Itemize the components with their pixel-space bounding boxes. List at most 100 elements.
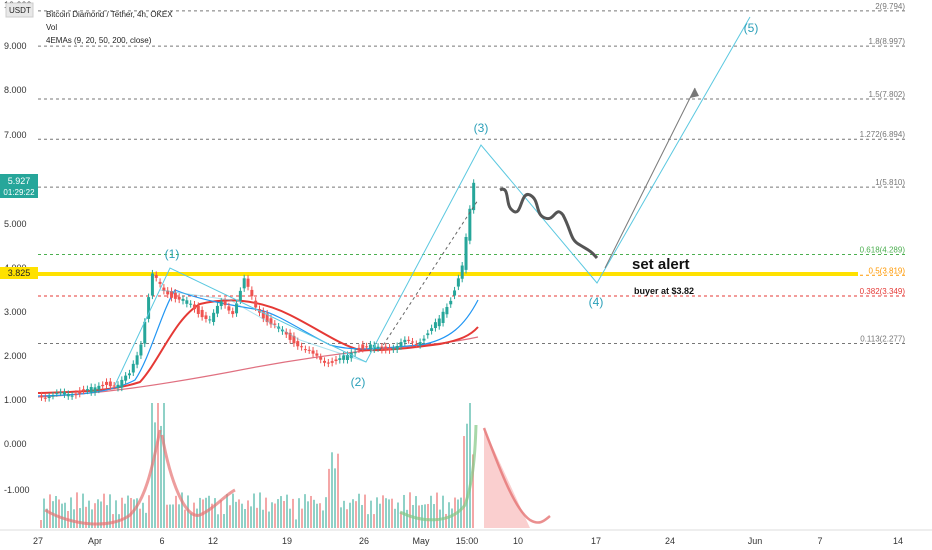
candle-body: [204, 315, 208, 319]
volume-bar: [154, 422, 156, 528]
candle-body: [116, 384, 120, 388]
volume-bar: [247, 500, 249, 528]
volume-bar: [100, 501, 102, 528]
volume-bar: [124, 503, 126, 528]
volume-bar: [466, 423, 468, 528]
x-tick-label: 7: [817, 536, 822, 546]
candle-body: [345, 354, 349, 361]
volume-bar: [40, 520, 42, 528]
x-tick-label: 10: [513, 536, 523, 546]
volume-bar: [451, 508, 453, 528]
candle-body: [223, 300, 227, 306]
candle-body: [85, 389, 89, 391]
volume-bar: [163, 403, 165, 528]
time-axis: 27 Apr 6 12 19 26 May 15:00 10 17 24 Jun 7 14: [0, 529, 932, 546]
candle-body: [131, 363, 135, 373]
candle-body: [472, 182, 476, 211]
candle-body: [365, 346, 369, 348]
volume-bar: [127, 495, 129, 528]
volume-bar: [220, 500, 222, 528]
volume-bar: [421, 504, 423, 528]
candle-body: [219, 301, 223, 306]
volume-bar: [418, 505, 420, 528]
volume-bar: [148, 495, 150, 528]
currency-label: USDT: [9, 6, 31, 15]
fib-label-0: 2(9.794): [875, 2, 905, 11]
volume-bar: [256, 507, 258, 528]
volume-bar: [370, 500, 372, 528]
candle-body: [120, 379, 124, 388]
x-tick-label: Apr: [88, 536, 102, 546]
ema-indicator-label[interactable]: 4EMAs (9, 20, 50, 200, close): [46, 36, 152, 45]
fib-label-1: 1.8(8.997): [869, 37, 906, 46]
candle-body: [303, 349, 307, 351]
volume-bar: [361, 504, 363, 528]
candle-body: [261, 311, 265, 319]
volume-bar: [70, 497, 72, 528]
volume-bar: [289, 508, 291, 528]
level-price: 3.825: [8, 268, 31, 278]
volume-bar: [43, 498, 45, 528]
volume-bar: [55, 496, 57, 528]
candle-body: [380, 346, 384, 350]
volume-bar: [226, 494, 228, 528]
volume-bar: [268, 511, 270, 528]
candle-body: [265, 313, 269, 323]
volume-bar: [337, 453, 339, 528]
candle-body: [307, 349, 311, 351]
candle-body: [437, 318, 441, 327]
volume-curve-left: [44, 429, 162, 526]
candle-body: [368, 344, 372, 349]
bar-countdown: 01:29:22: [3, 188, 35, 197]
candle-body: [59, 392, 63, 394]
candle-body: [414, 344, 418, 346]
volume-bar: [379, 503, 381, 528]
candle-body: [269, 318, 273, 325]
candle-body: [192, 304, 196, 310]
volume-bar: [307, 501, 309, 528]
candle-body: [288, 332, 292, 340]
candle-body: [376, 346, 380, 349]
candle-body: [426, 333, 430, 336]
candle-body: [410, 341, 414, 343]
candle-body: [105, 381, 109, 385]
candle-body: [399, 342, 403, 347]
currency-badge-bg: [5, 2, 34, 18]
volume-curve-projection: [482, 427, 551, 524]
set-alert-text: set alert: [632, 256, 690, 273]
candle-body: [147, 297, 151, 319]
candle-body: [323, 360, 327, 363]
volume-bar: [442, 495, 444, 528]
volume-bar: [385, 498, 387, 528]
volume-bar: [472, 454, 474, 528]
chart-title[interactable]: Bitcoin Diamond / Tether, 4h, OKEX: [46, 10, 173, 19]
volume-bar: [436, 492, 438, 528]
candle-body: [231, 311, 235, 315]
volume-bar: [445, 513, 447, 528]
volume-bar: [355, 501, 357, 528]
x-tick-label: 14: [893, 536, 903, 546]
x-tick-label: 6: [159, 536, 164, 546]
y-tick-label: 7.000: [4, 130, 27, 140]
volume-bar: [97, 499, 99, 528]
candlestick-series: [40, 179, 476, 402]
volume-bar: [241, 503, 243, 528]
volume-bar: [229, 505, 231, 528]
candle-body: [315, 353, 319, 356]
x-tick-label: 19: [282, 536, 292, 546]
volume-bar: [262, 509, 264, 528]
volume-bar: [61, 503, 63, 528]
candle-body: [407, 339, 411, 341]
volume-bar: [178, 504, 180, 528]
candle-body: [395, 346, 399, 350]
volume-bar: [142, 502, 144, 528]
volume-bar: [94, 503, 96, 528]
volume-indicator-label[interactable]: Vol: [46, 23, 57, 32]
volume-bar: [301, 508, 303, 528]
candle-body: [330, 361, 334, 363]
volume-bar: [166, 504, 168, 528]
candle-body: [70, 395, 74, 397]
volume-bar: [430, 495, 432, 528]
candle-body: [418, 342, 422, 346]
